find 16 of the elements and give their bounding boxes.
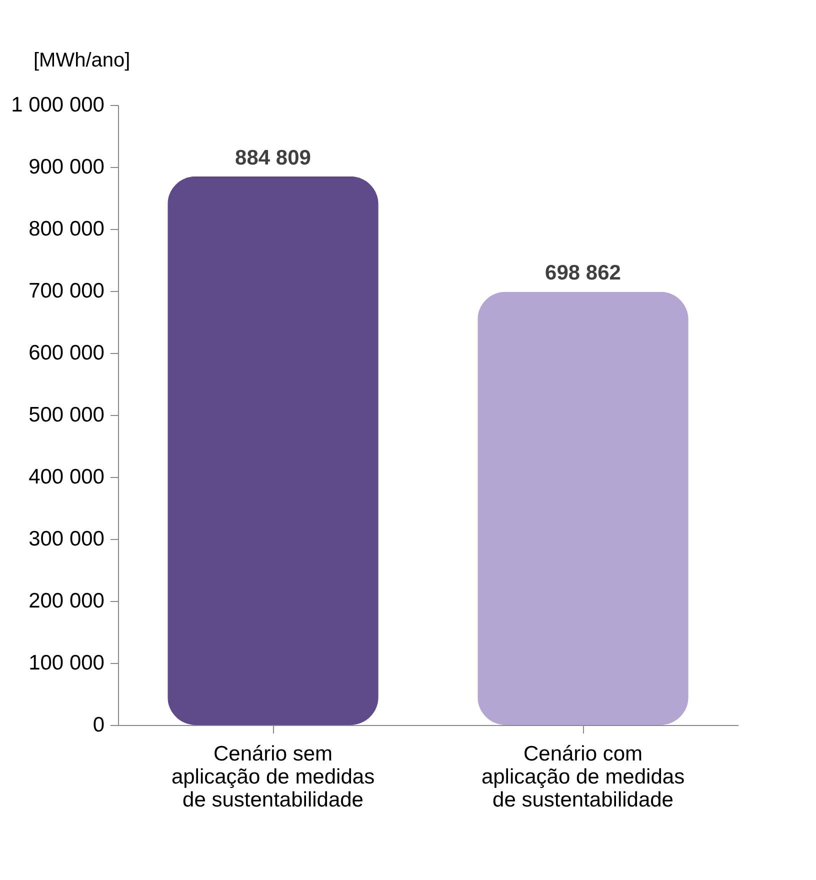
y-tick-label: 400 000 xyxy=(28,466,104,488)
y-tick-label: 800 000 xyxy=(28,218,104,240)
y-tick-label: 600 000 xyxy=(28,342,104,364)
y-tick-label: 900 000 xyxy=(28,156,104,178)
x-tick-label: Cenário com aplicação de medidas de sustentabilidade xyxy=(481,742,685,812)
data-label: 884 809 xyxy=(235,146,311,170)
y-tick-label: 500 000 xyxy=(28,404,104,426)
y-tick-label: 200 000 xyxy=(28,590,104,612)
x-tick-label: Cenário sem aplicação de medidas de sustentabilidade xyxy=(171,742,375,812)
y-tick-label: 300 000 xyxy=(28,528,104,550)
y-tick-label: 100 000 xyxy=(28,652,104,674)
y-tick-label: 0 xyxy=(92,714,104,736)
y-axis-title: [MWh/ano] xyxy=(34,50,130,72)
y-tick-label: 700 000 xyxy=(28,280,104,302)
y-tick-label: 1 000 000 xyxy=(11,94,104,116)
data-label: 698 862 xyxy=(545,262,621,285)
